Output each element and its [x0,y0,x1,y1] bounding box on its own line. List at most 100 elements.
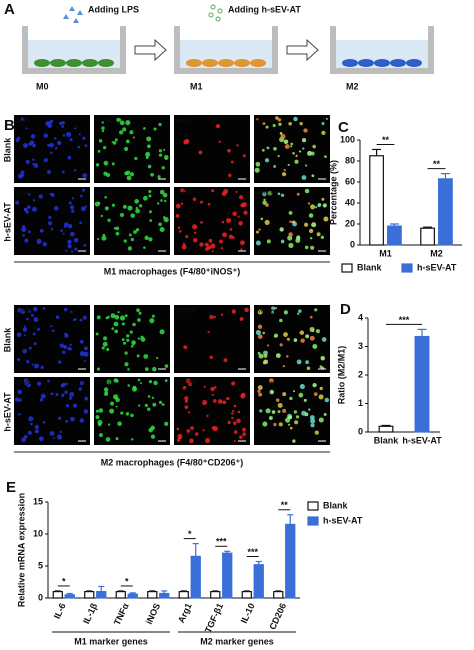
cell [49,431,55,436]
cell [50,325,53,328]
cell [200,220,203,224]
x-tick-label: Arg1 [176,602,194,625]
cell [143,354,149,359]
cell [178,230,182,233]
cell [181,244,187,250]
micrograph [94,187,170,255]
cell [159,189,165,195]
cell [54,137,57,140]
error-bar [243,590,250,592]
cell [56,140,62,146]
cell [54,206,59,211]
channel-label: Merge [257,119,275,125]
cell [300,338,305,343]
cell [190,426,194,430]
micrograph [14,305,90,373]
cell [115,437,119,441]
cell [79,194,83,198]
cell [283,168,286,172]
cell [202,429,205,432]
cell [210,386,215,392]
cell [20,170,25,175]
cell [137,337,141,340]
cell [299,330,305,335]
error-bar [389,223,399,227]
cell [278,422,283,427]
panel-letter: B [4,117,15,134]
error-bar [129,592,136,595]
cell [324,155,327,158]
cell [61,393,65,397]
cell [100,214,103,218]
treatment-label: Adding h-sEV-AT [228,4,301,14]
error-bar [180,590,187,592]
cell [129,130,134,135]
cell [125,120,131,126]
cell [27,230,31,234]
cell [22,327,27,332]
cell [26,205,31,209]
cell [183,345,188,350]
error-bar [192,542,199,557]
cell [130,213,135,218]
cell [268,416,273,420]
cell [66,132,72,138]
bar [414,335,430,433]
channel-label: Merge [257,309,275,315]
cell [237,410,241,414]
cell [320,235,325,239]
error-bar [54,590,61,592]
cell [281,172,287,177]
error-bar [423,226,433,229]
cell [104,196,107,199]
cell [233,404,237,408]
cell [74,317,77,321]
cell [81,206,86,212]
cell [262,191,267,197]
channel-label: CD206 [177,309,196,315]
cell [133,230,137,234]
cell [185,235,189,239]
cell [36,327,40,331]
cell [48,215,52,219]
error-bar [212,590,219,592]
cell [233,421,237,425]
cell [147,144,151,149]
cell [98,433,104,438]
lps-icon [63,6,83,23]
cell [20,309,26,315]
stage-label: M0 [36,81,49,91]
cell [34,429,40,434]
cell [242,427,246,432]
row-label: Blank [2,327,12,353]
cell [50,392,54,396]
x-tick-label: iNOS [144,602,162,626]
y-axis-label: Relative mRNA expression [16,493,26,607]
cell [299,121,303,126]
cell [311,222,317,228]
cell [30,422,33,426]
legend-swatch [401,263,413,273]
cell [192,197,197,201]
cell [124,351,128,355]
cell [213,315,216,319]
cell [318,417,324,423]
cell [106,315,110,319]
cell [202,400,208,406]
cell [307,150,313,156]
cell [18,398,22,402]
cell [32,332,36,336]
cell [28,346,32,350]
cell [117,310,120,314]
x-tick-label: IL-10 [239,602,257,625]
cell [277,117,282,122]
bar [241,590,252,599]
cell [102,341,108,347]
row-label: Blank [2,137,12,163]
cell [28,383,32,387]
cell [148,379,153,384]
cell [238,220,243,226]
cell [128,233,132,237]
cell [264,219,270,225]
cell [151,314,155,318]
